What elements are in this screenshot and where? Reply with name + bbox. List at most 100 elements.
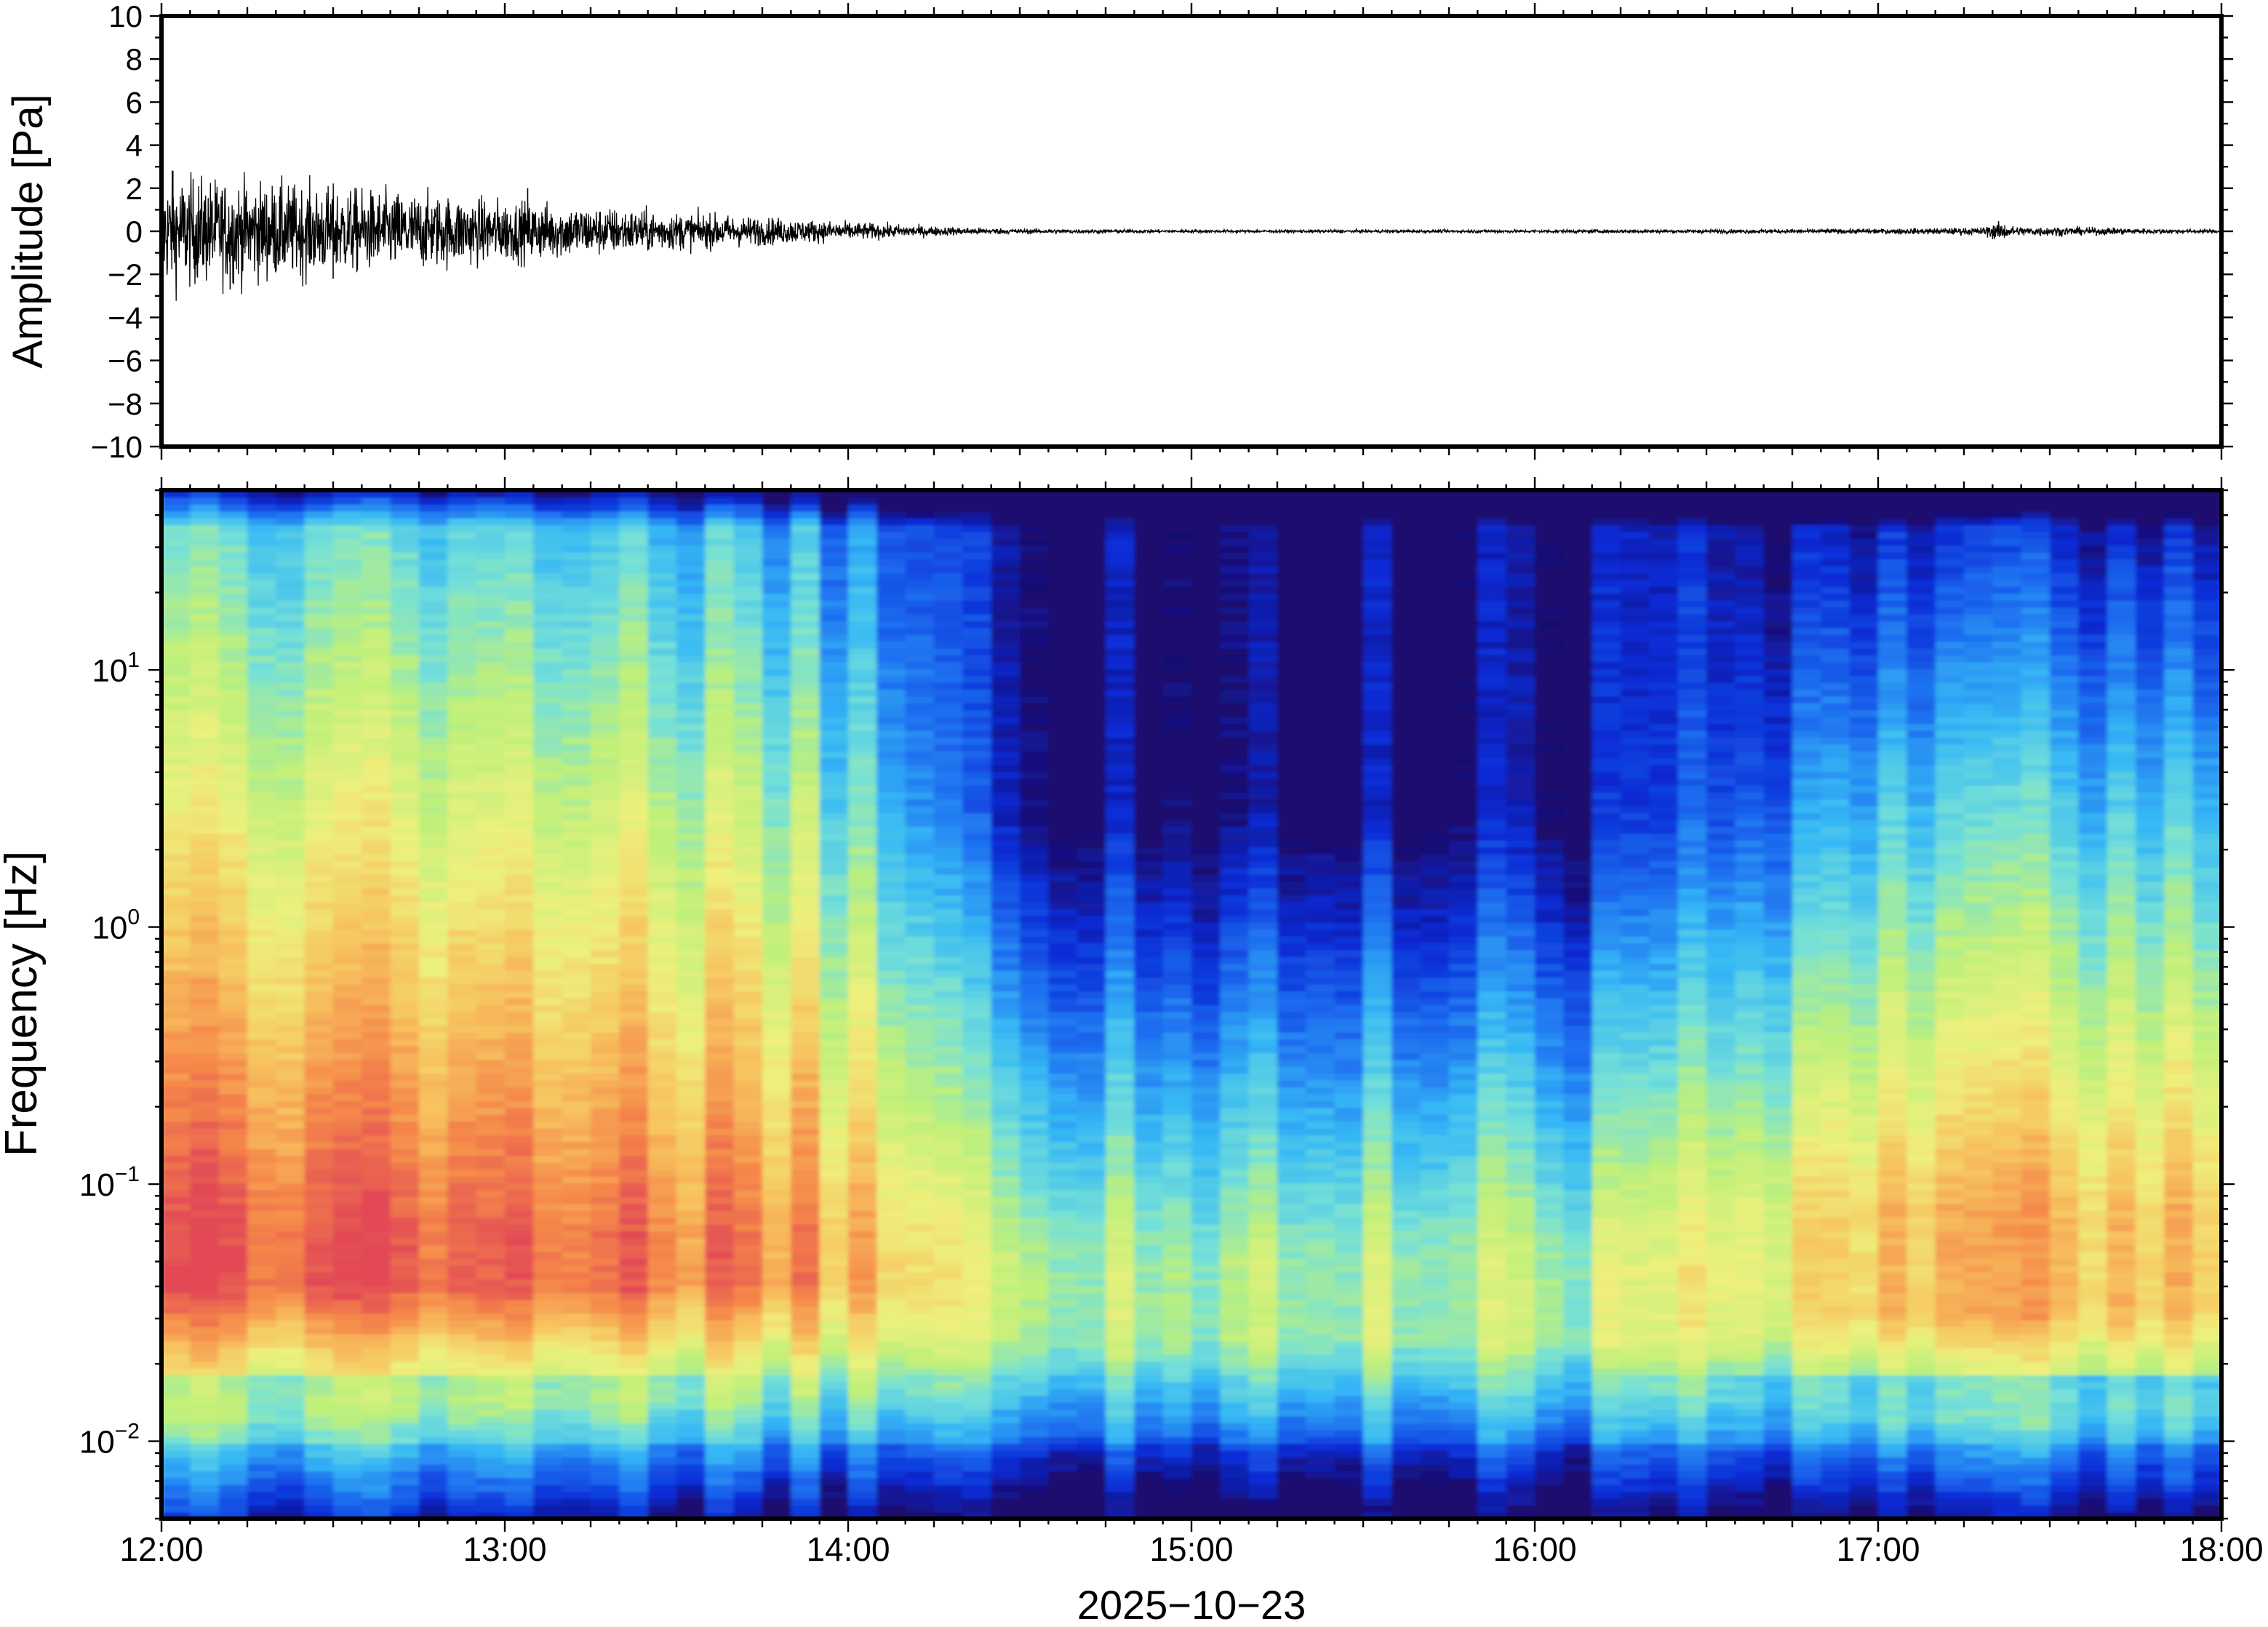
spectrogram-cell bbox=[305, 1004, 334, 1012]
spectrogram-cell bbox=[505, 792, 534, 799]
spectrogram-cell bbox=[447, 532, 476, 539]
spectrogram-cell bbox=[705, 806, 734, 813]
spectrogram-cell bbox=[991, 580, 1021, 587]
spectrogram-cell bbox=[476, 874, 506, 882]
spectrogram-cell bbox=[676, 1409, 706, 1416]
spectrogram-cell bbox=[447, 1272, 476, 1279]
spectrogram-cell bbox=[991, 1217, 1021, 1224]
spectrogram-cell bbox=[305, 703, 334, 710]
spectrogram-cell bbox=[877, 620, 906, 628]
spectrogram-cell bbox=[762, 1176, 791, 1183]
spectrogram-cell bbox=[161, 854, 191, 861]
spectrogram-cell bbox=[247, 922, 276, 930]
spectrogram-cell bbox=[762, 1052, 791, 1060]
spectrogram-cell bbox=[705, 634, 734, 641]
spectrogram-cell bbox=[705, 1190, 734, 1197]
spectrogram-cell bbox=[791, 840, 820, 847]
spectrogram-cell bbox=[533, 730, 562, 737]
spectrogram-cell bbox=[1048, 1114, 1077, 1122]
spectrogram-cell bbox=[362, 1107, 391, 1114]
spectrogram-cell bbox=[161, 908, 191, 916]
spectrogram-cell bbox=[877, 1409, 906, 1416]
spectrogram-cell bbox=[391, 1450, 420, 1458]
spectrogram-cell bbox=[762, 1382, 791, 1389]
spectrogram-cell bbox=[276, 778, 305, 785]
spectrogram-cell bbox=[619, 1443, 648, 1450]
spectrogram-cell bbox=[562, 806, 591, 813]
spectrogram-cell bbox=[820, 1484, 849, 1492]
spectrogram-cell bbox=[505, 744, 534, 751]
spectrogram-cell bbox=[1020, 518, 1049, 525]
spectrogram-cell bbox=[219, 1094, 248, 1101]
spectrogram-cell bbox=[991, 545, 1021, 552]
spectrogram-cell bbox=[447, 991, 476, 998]
spectrogram-cell bbox=[1048, 586, 1077, 593]
spectrogram-cell bbox=[676, 977, 706, 984]
spectrogram-cell bbox=[676, 1354, 706, 1362]
spectrogram-cell bbox=[1020, 1457, 1049, 1464]
spectrogram-cell bbox=[762, 552, 791, 559]
spectrogram-cell bbox=[848, 772, 877, 779]
spectrogram-cell bbox=[591, 1299, 620, 1306]
spectrogram-cell bbox=[734, 772, 763, 779]
spectrogram-cell bbox=[820, 1224, 849, 1231]
spectrogram-cell bbox=[419, 1409, 448, 1416]
spectrogram-cell bbox=[791, 929, 820, 936]
spectrogram-cell bbox=[447, 1052, 476, 1060]
spectrogram-cell bbox=[906, 963, 935, 970]
spectrogram-cell bbox=[991, 895, 1021, 902]
spectrogram-cell bbox=[247, 984, 276, 991]
spectrogram-cell bbox=[391, 1484, 420, 1492]
spectrogram-cell bbox=[391, 744, 420, 751]
spectrogram-cell bbox=[247, 1402, 276, 1410]
spectrogram-cell bbox=[562, 751, 591, 758]
spectrogram-cell bbox=[591, 1313, 620, 1320]
spectrogram-cell bbox=[219, 1039, 248, 1046]
spectrogram-cell bbox=[362, 1217, 391, 1224]
spectrogram-cell bbox=[505, 1052, 534, 1060]
spectrogram-cell bbox=[820, 586, 849, 593]
spectrogram-cell bbox=[877, 1176, 906, 1183]
spectrogram-cell bbox=[333, 1313, 362, 1320]
spectrogram-cell bbox=[591, 943, 620, 950]
spectrogram-cell bbox=[848, 1313, 877, 1320]
spectrogram-cell bbox=[562, 1491, 591, 1498]
spectrogram-cell bbox=[276, 895, 305, 902]
spectrogram-cell bbox=[247, 1436, 276, 1444]
spectrogram-cell bbox=[1048, 922, 1077, 930]
spectrogram-cell bbox=[791, 1423, 820, 1430]
spectrogram-cell bbox=[447, 772, 476, 779]
spectrogram-cell bbox=[190, 833, 219, 840]
spectrogram-cell bbox=[791, 1032, 820, 1039]
spectrogram-cell bbox=[161, 504, 191, 511]
spectrogram-cell bbox=[276, 868, 305, 875]
spectrogram-cell bbox=[906, 572, 935, 580]
spectrogram-cell bbox=[734, 1430, 763, 1437]
spectrogram-cell bbox=[734, 1142, 763, 1149]
spectrogram-cell bbox=[419, 764, 448, 772]
spectrogram-cell bbox=[276, 1484, 305, 1492]
spectrogram-cell bbox=[648, 600, 677, 607]
spectrogram-cell bbox=[562, 1436, 591, 1444]
spectrogram-cell bbox=[591, 826, 620, 834]
spectrogram-cell bbox=[648, 1052, 677, 1060]
spectrogram-cell bbox=[991, 881, 1021, 888]
spectrogram-cell bbox=[676, 676, 706, 683]
spectrogram-cell bbox=[505, 572, 534, 580]
spectrogram-cell bbox=[1020, 1080, 1049, 1087]
spectrogram-cell bbox=[676, 984, 706, 991]
spectrogram-cell bbox=[1020, 1313, 1049, 1320]
spectrogram-cell bbox=[219, 970, 248, 978]
spectrogram-cell bbox=[476, 1100, 506, 1108]
spectrogram-cell bbox=[333, 1107, 362, 1114]
spectrogram-cell bbox=[934, 977, 963, 984]
spectrogram-cell bbox=[848, 840, 877, 847]
spectrogram-cell bbox=[619, 1210, 648, 1218]
spectrogram-cell bbox=[934, 1334, 963, 1341]
spectrogram-cell bbox=[848, 1402, 877, 1410]
spectrogram-cell bbox=[276, 1430, 305, 1437]
spectrogram-cell bbox=[562, 504, 591, 511]
spectrogram-cell bbox=[305, 1375, 334, 1382]
spectrogram-cell bbox=[762, 1505, 791, 1512]
spectrogram-cell bbox=[276, 1443, 305, 1450]
